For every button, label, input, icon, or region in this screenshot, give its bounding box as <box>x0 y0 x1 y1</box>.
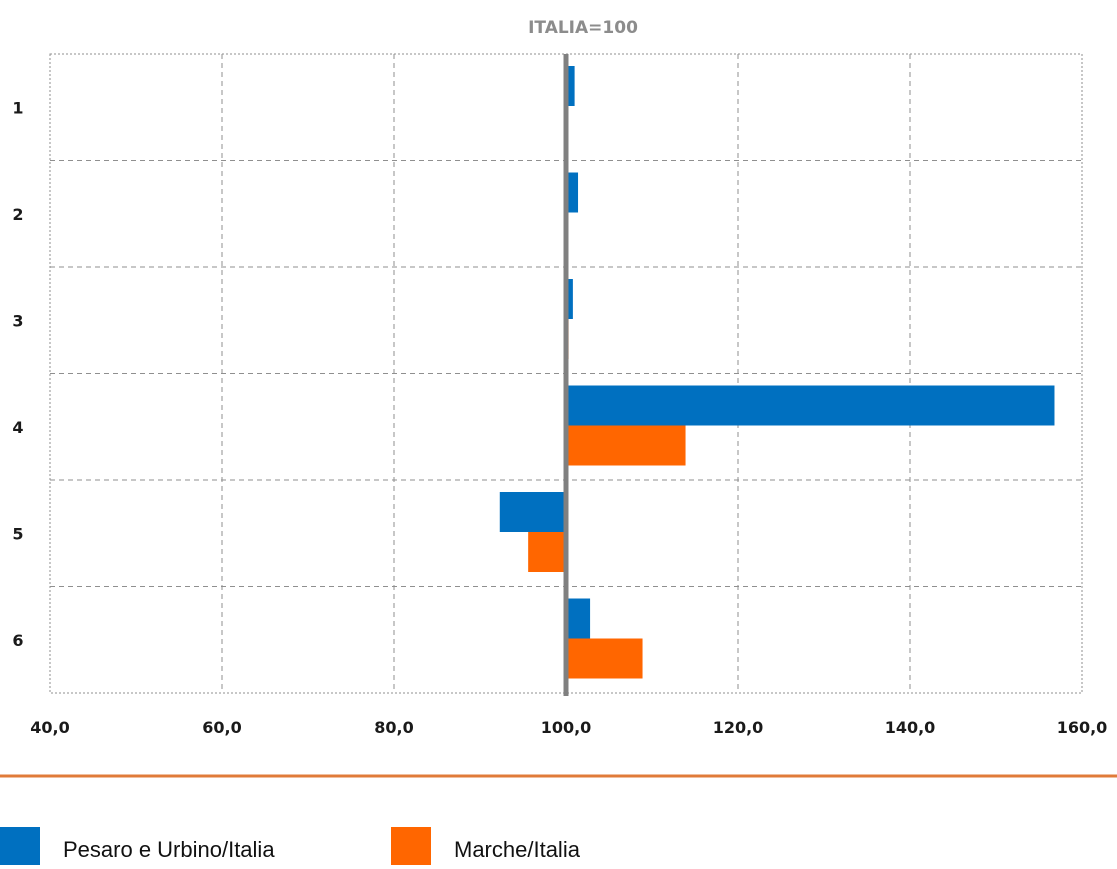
x-tick-label: 80,0 <box>374 718 413 737</box>
bar-pesaro-urbino-cat-2 <box>566 172 579 213</box>
bar-pesaro-urbino-cat-4 <box>566 385 1055 426</box>
legend-swatch <box>0 827 40 865</box>
legend-label: Marche/Italia <box>454 837 581 862</box>
y-tick-label: 3 <box>12 311 23 330</box>
bar-marche-cat-5 <box>528 532 566 572</box>
bar-pesaro-urbino-cat-1 <box>566 66 575 106</box>
legend-label: Pesaro e Urbino/Italia <box>63 837 275 862</box>
y-tick-label: 5 <box>12 524 23 543</box>
x-tick-label: 120,0 <box>713 718 764 737</box>
bars-layer <box>499 66 1055 679</box>
legend: Pesaro e Urbino/Italia Marche/Italia <box>0 827 581 865</box>
bar-pesaro-urbino-cat-5 <box>499 492 566 532</box>
x-tick-label: 100,0 <box>541 718 592 737</box>
bar-marche-cat-6 <box>566 638 643 679</box>
y-tick-label: 4 <box>12 418 23 437</box>
y-tick-label: 6 <box>12 631 23 650</box>
axis-layer: 1 2 3 4 5 6 40,0 60,0 80,0 100,0 120,0 140,0 160,0 <box>12 98 1107 737</box>
legend-swatch <box>391 827 431 865</box>
y-tick-label: 1 <box>12 98 23 117</box>
x-tick-label: 160,0 <box>1057 718 1108 737</box>
x-tick-label: 40,0 <box>30 718 69 737</box>
x-tick-label: 140,0 <box>885 718 936 737</box>
x-tick-label: 60,0 <box>202 718 241 737</box>
chart-title: ITALIA=100 <box>528 18 638 38</box>
y-tick-label: 2 <box>12 205 23 224</box>
bar-pesaro-urbino-cat-6 <box>566 598 591 639</box>
bar-marche-cat-4 <box>566 425 686 466</box>
bar-pesaro-urbino-cat-3 <box>566 279 573 319</box>
